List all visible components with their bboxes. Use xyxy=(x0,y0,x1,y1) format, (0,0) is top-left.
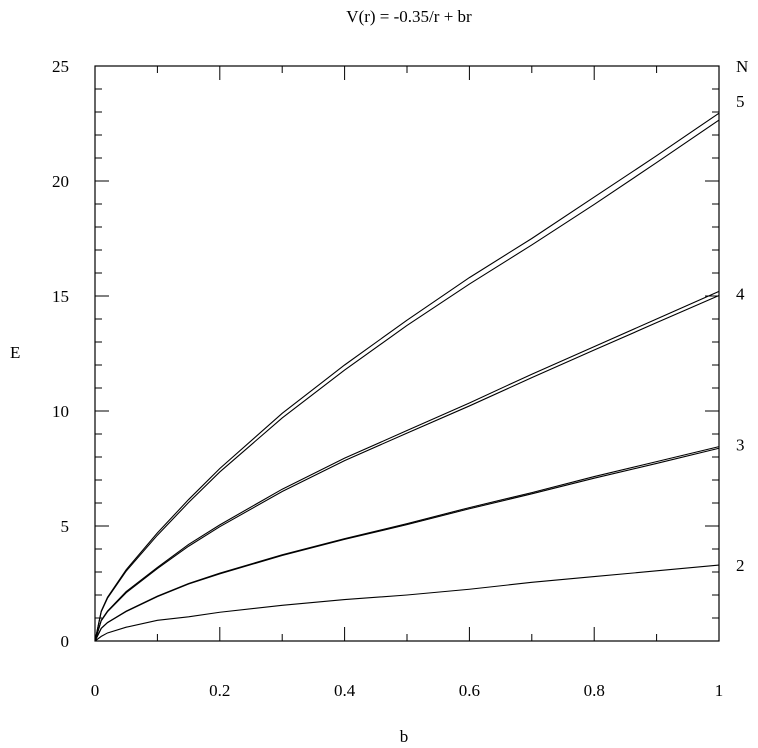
curve-n3-line xyxy=(94,447,720,642)
curve-n4-line xyxy=(94,290,720,642)
curve-label-n3: 3 xyxy=(736,436,745,455)
right-axis-header: N xyxy=(736,57,748,76)
y-axis-ticks: 0 5 10 15 20 25 xyxy=(52,57,719,651)
y-tick-label: 25 xyxy=(52,57,69,76)
y-tick-label: 10 xyxy=(52,402,69,421)
y-axis-label: E xyxy=(10,343,20,362)
x-axis-ticks: 0 0.2 0.4 0.6 0.8 1 xyxy=(91,66,724,700)
x-tick-label: 0 xyxy=(91,681,100,700)
x-tick-label: 0.6 xyxy=(459,681,480,700)
x-tick-label: 0.2 xyxy=(209,681,230,700)
curve-n5-line xyxy=(94,119,720,642)
energy-curves xyxy=(94,112,720,642)
x-tick-label: 0.8 xyxy=(584,681,605,700)
y-tick-label: 0 xyxy=(61,632,70,651)
plot-frame xyxy=(94,65,720,642)
curve-label-n4: 4 xyxy=(736,284,745,303)
chart-title: V(r) = -0.35/r + br xyxy=(346,7,472,26)
curve-label-n2: 2 xyxy=(736,556,745,575)
y-tick-label: 15 xyxy=(52,287,69,306)
curve-label-n5: 5 xyxy=(736,92,745,111)
x-tick-label: 0.4 xyxy=(334,681,356,700)
curve-n5-line xyxy=(94,112,720,642)
curve-labels: 2 3 4 5 xyxy=(736,92,745,575)
y-tick-label: 5 xyxy=(61,517,70,536)
curve-n4-line xyxy=(94,295,720,642)
curve-n2-line xyxy=(94,564,720,642)
x-tick-label: 1 xyxy=(715,681,724,700)
y-tick-label: 20 xyxy=(52,172,69,191)
x-axis-label: b xyxy=(400,727,409,746)
